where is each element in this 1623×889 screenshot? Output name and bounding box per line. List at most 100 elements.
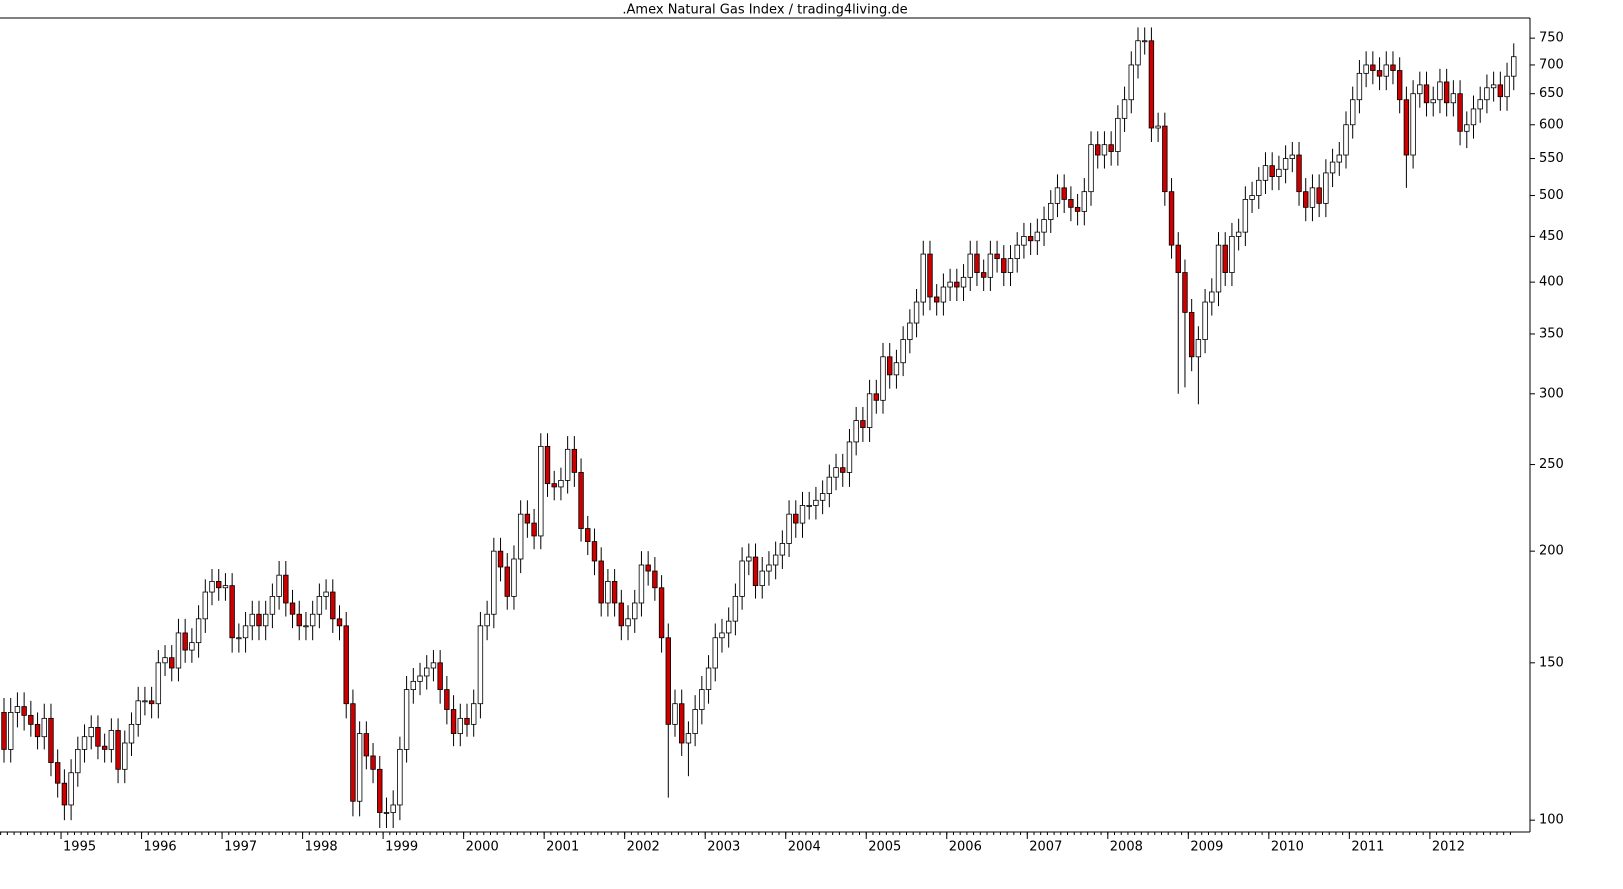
candle-body [48,717,54,763]
candle-body [1296,154,1302,193]
chart-title: .Amex Natural Gas Index / trading4living… [622,3,907,18]
candle-body [54,762,61,784]
candle-body [685,733,692,744]
candle-body [692,709,698,734]
x-tick-label: 2002 [627,840,660,855]
candle-body [417,675,423,682]
candle-body [679,703,685,744]
candle-body [1249,195,1255,200]
candle-body [1370,64,1376,71]
candle-body [169,657,175,669]
candle-body [249,613,255,627]
candle-body [725,620,732,634]
candle-body [625,618,631,627]
candle-body [330,591,336,620]
candle-body [276,574,282,597]
candle-body [940,286,947,303]
candle-body [1215,244,1222,293]
candle-body [853,420,859,443]
candle-body [860,420,866,428]
candle-body [658,587,665,639]
candle-body [1511,56,1517,77]
candle-body [1457,93,1463,132]
candle-body [504,566,510,597]
candle-body [1276,168,1282,177]
candle-body [1101,144,1108,156]
candle-body [699,689,705,710]
candle-body [8,712,14,750]
y-tick-label: 700 [1539,57,1564,72]
candle-body [833,467,839,478]
candle-body [1376,70,1383,77]
candle-body [1309,187,1316,208]
candle-body [477,625,484,705]
candle-body [1108,144,1114,152]
candle-body [437,662,443,690]
x-tick-label: 2012 [1432,840,1465,855]
candle-body [1316,187,1322,204]
candle-body [115,730,121,770]
x-tick-label: 2004 [788,840,821,855]
candle-body [1282,158,1289,170]
candle-body [913,301,920,324]
candle-body [1175,244,1181,273]
candle-body [1383,64,1389,77]
candle-body [779,543,786,556]
candle-body [122,742,128,770]
candle-body [470,703,477,725]
candle-body [819,493,826,501]
candle-body [1162,125,1168,193]
y-tick-label: 200 [1539,544,1564,559]
candle-body [497,550,504,568]
candle-body [1222,244,1228,273]
candle-body [1021,236,1027,246]
candle-body [786,513,792,544]
candle-body [189,642,195,651]
candle-body [1121,99,1128,119]
candle-body [1054,187,1061,204]
candle-body [1490,84,1497,89]
x-tick-label: 2005 [868,840,901,855]
candle-body [1343,124,1349,156]
candle-body [68,772,74,806]
y-tick-label: 400 [1539,275,1564,290]
candle-body [1403,99,1410,156]
candle-body [1356,72,1363,101]
candle-body [1061,187,1067,200]
candle-body [538,445,544,537]
candle-body [229,585,235,639]
candle-body [356,733,363,802]
candle-body [672,703,678,725]
candle-body [1390,64,1396,71]
candle-body [155,662,162,705]
candle-body [1155,125,1161,129]
x-tick-label: 1999 [385,840,418,855]
candle-body [1027,236,1034,242]
candle-body [1396,70,1403,101]
candle-body [987,253,994,278]
candle-body [61,782,68,806]
candle-body [323,591,329,597]
candle-body [826,476,833,494]
candle-body [873,393,879,401]
candle-body [517,513,524,560]
candle-body [1188,311,1195,358]
candle-body [377,768,383,813]
candle-body [175,632,182,669]
candle-body [752,556,759,587]
candle-body [363,733,370,757]
candle-body [907,322,913,340]
candle-body [343,625,349,705]
candle-body [1001,258,1007,273]
candle-body [813,499,819,506]
candle-body [551,483,557,488]
candle-body [947,281,953,288]
candle-body [866,393,873,428]
candle-body [1336,154,1342,163]
candle-body [222,585,229,589]
candle-body [880,356,886,401]
y-tick-label: 100 [1539,813,1564,828]
candle-body [1437,81,1443,101]
candle-body [142,700,148,703]
